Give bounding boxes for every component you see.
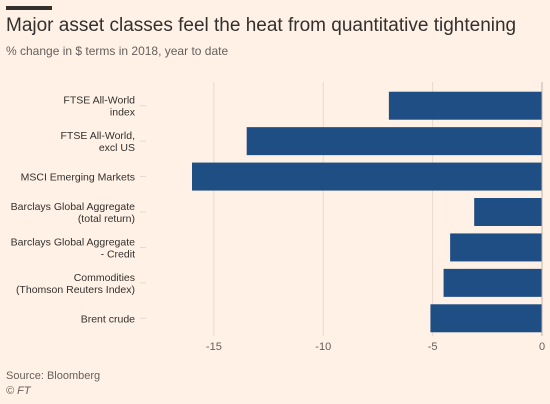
category-label: - Credit <box>101 248 136 260</box>
bar <box>450 233 542 262</box>
category-label: Barclays Global Aggregate <box>11 201 135 213</box>
category-label: Brent crude <box>81 313 135 325</box>
bar <box>474 198 542 226</box>
x-tick-label: -5 <box>428 341 438 353</box>
category-label: Commodities <box>74 272 135 284</box>
bar <box>192 162 542 191</box>
category-label: FTSE All-World, <box>61 130 135 142</box>
category-label: (total return) <box>78 213 135 225</box>
bar <box>246 127 542 156</box>
chart-subtitle: % change in $ terms in 2018, year to dat… <box>6 44 229 58</box>
category-label: Barclays Global Aggregate <box>11 236 135 248</box>
category-label: (Thomson Reuters Index) <box>16 284 135 296</box>
x-tick-label: 0 <box>539 341 545 353</box>
category-label: index <box>110 107 136 119</box>
x-tick-label: -10 <box>315 341 331 353</box>
category-label: FTSE All-World <box>63 95 135 107</box>
chart-title: Major asset classes feel the heat from q… <box>6 15 517 36</box>
source-note: Source: Bloomberg <box>6 370 101 382</box>
bar <box>388 91 542 120</box>
bar <box>430 304 542 333</box>
category-label: excl US <box>99 142 135 154</box>
bar <box>443 268 542 297</box>
ft-accent-bar <box>6 6 52 10</box>
x-tick-label: -15 <box>206 341 222 353</box>
ft-credit: © FT <box>6 385 31 397</box>
category-label: MSCI Emerging Markets <box>21 172 135 184</box>
